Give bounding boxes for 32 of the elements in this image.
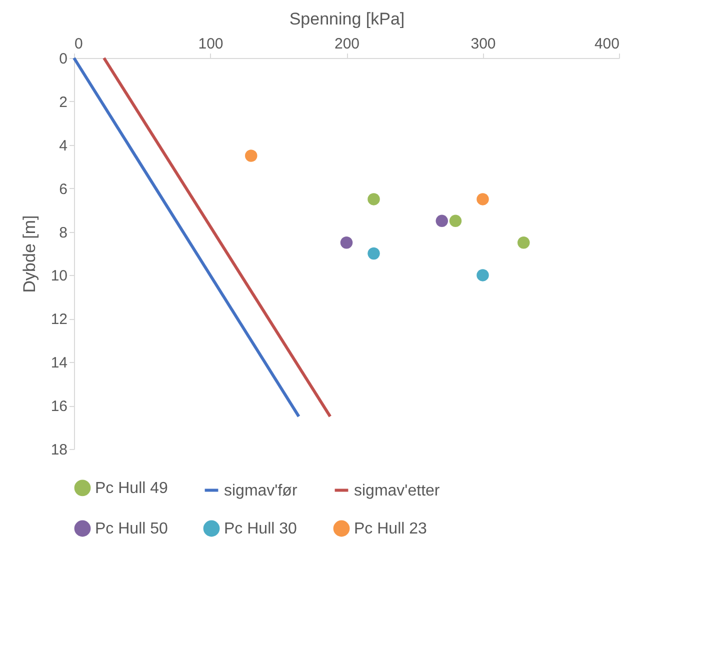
y-tick-label: 10 xyxy=(50,268,68,285)
x-tick-label: 0 xyxy=(74,36,83,52)
point xyxy=(436,214,448,228)
x-tick-label: 300 xyxy=(470,36,496,52)
legend-label: Pc Hull 49 xyxy=(95,480,168,497)
y-tick-label: 16 xyxy=(50,398,68,416)
y-tick-label: 12 xyxy=(50,311,68,328)
point xyxy=(476,269,489,282)
x-axis-title: Spenning [kPa] xyxy=(289,10,405,28)
y-tick-label: 8 xyxy=(59,224,68,242)
y-tick-label: 0 xyxy=(59,50,68,68)
point xyxy=(449,214,462,228)
y-tick-label: 4 xyxy=(59,137,68,154)
legend-label: sigmav'etter xyxy=(354,482,440,500)
point xyxy=(368,193,380,206)
legend-label: Pc Hull 50 xyxy=(95,520,168,538)
x-tick-label: 100 xyxy=(198,36,224,52)
x-tick-label: 400 xyxy=(594,36,620,52)
point xyxy=(245,150,258,162)
point xyxy=(368,247,380,260)
legend-label: Pc Hull 23 xyxy=(354,520,428,538)
point xyxy=(340,236,353,249)
y-tick-label: 2 xyxy=(59,94,68,111)
y-tick-label: 18 xyxy=(50,442,68,458)
point xyxy=(476,193,489,206)
x-tick-label: 200 xyxy=(334,36,360,52)
legend-label: Pc Hull 30 xyxy=(224,520,298,538)
y-tick-label: 6 xyxy=(59,180,68,198)
legend-label: sigmav'før xyxy=(224,482,298,500)
y-tick-label: 14 xyxy=(50,354,68,372)
point xyxy=(518,236,530,249)
y-axis-title: Dybde [m] xyxy=(20,215,39,293)
